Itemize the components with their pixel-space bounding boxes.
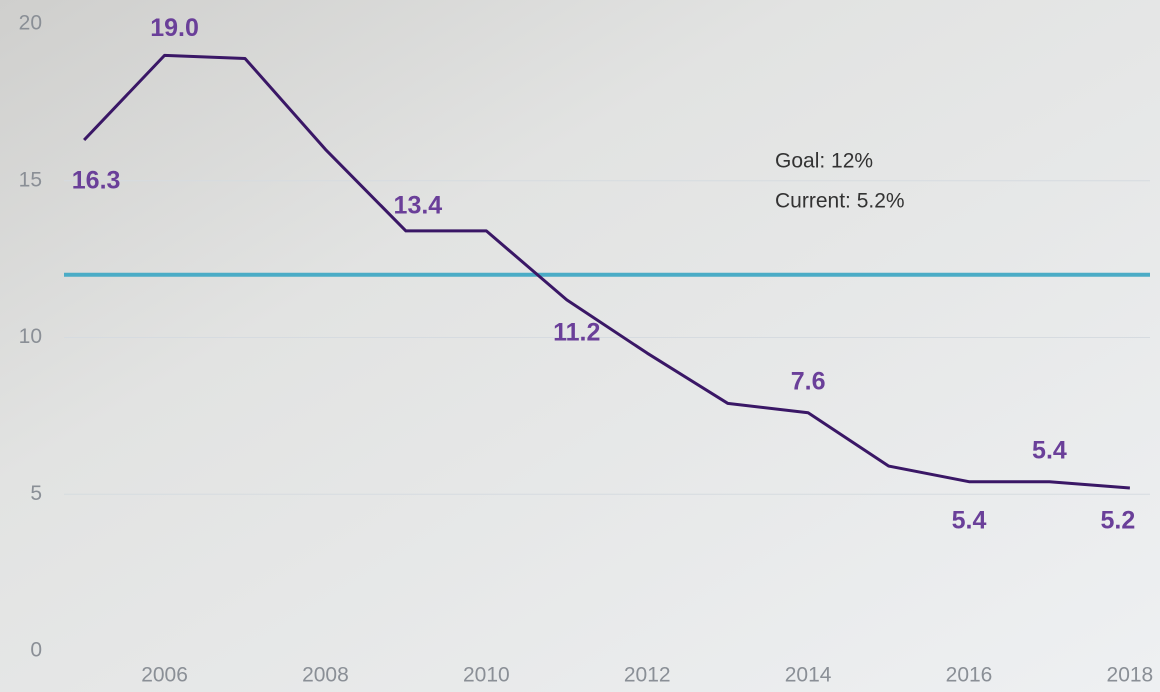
data-label: 5.4 <box>1032 436 1067 464</box>
x-tick-label: 2010 <box>463 664 510 687</box>
x-tick-label: 2012 <box>624 664 671 687</box>
y-tick-label: 0 <box>30 639 42 662</box>
data-label: 5.2 <box>1101 507 1136 535</box>
data-label: 11.2 <box>553 318 600 346</box>
data-label: 7.6 <box>791 367 826 395</box>
data-line <box>83 53 1131 490</box>
x-tick-label: 2016 <box>946 664 993 687</box>
y-tick-label: 5 <box>30 482 42 505</box>
data-label: 16.3 <box>72 167 121 195</box>
y-tick-label: 10 <box>19 325 42 348</box>
x-tick-label: 2006 <box>141 664 188 687</box>
annotation: Goal: 12% <box>775 150 873 173</box>
y-tick-label: 15 <box>19 168 42 191</box>
x-tick-label: 2014 <box>785 664 832 687</box>
y-tick-label: 20 <box>19 12 42 35</box>
data-label: 5.4 <box>952 506 987 534</box>
data-label: 13.4 <box>394 192 443 220</box>
x-tick-label: 2008 <box>302 664 349 687</box>
data-label: 19.0 <box>150 14 199 42</box>
x-tick-label: 2018 <box>1107 664 1154 687</box>
annotation: Current: 5.2% <box>775 190 905 213</box>
